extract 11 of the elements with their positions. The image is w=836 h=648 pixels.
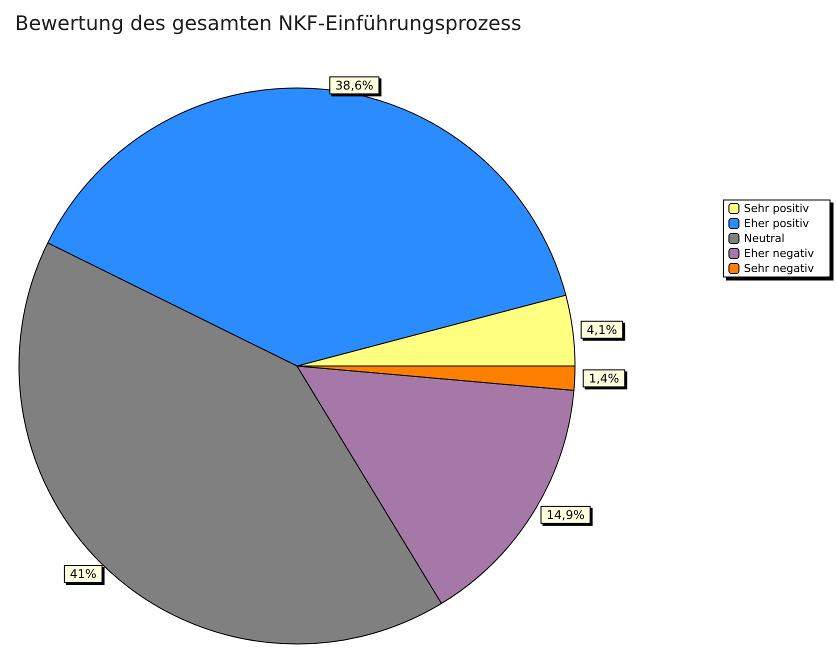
legend-label: Sehr positiv [744,202,810,215]
chart-title: Bewertung des gesamten NKF-Einführungsprozess [15,11,522,35]
data-label: 14,9% [546,508,585,522]
data-label: 38,6% [335,78,374,92]
data-label: 1,4% [588,371,620,386]
data-label: 4,1% [586,322,618,337]
legend-label: Eher positiv [744,217,810,230]
legend-label: Neutral [744,232,785,245]
legend-label: Eher negativ [744,247,814,260]
data-label: 41% [70,566,97,581]
legend-label: Sehr negativ [744,262,814,275]
